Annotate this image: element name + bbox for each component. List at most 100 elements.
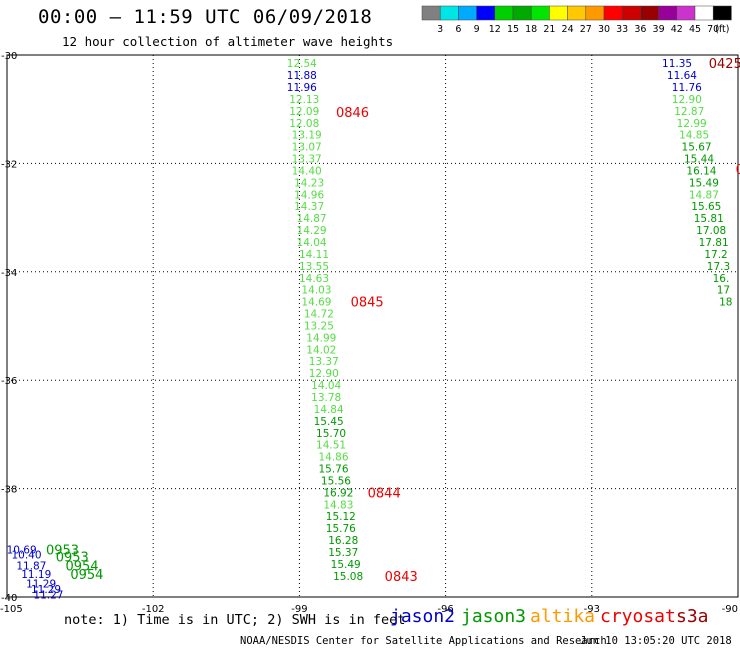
wave-height-value: 15.81: [694, 213, 724, 225]
wave-height-value: 14.99: [306, 332, 336, 344]
colorbar-swatch: [712, 5, 732, 21]
wave-height-value: 17.2: [704, 249, 727, 261]
colorbar-swatch: [658, 5, 678, 21]
lat-tick-label: -30: [1, 51, 17, 62]
wave-height-value: 17.3: [707, 261, 730, 273]
wave-height-value: 16.92: [323, 487, 353, 499]
colorbar-swatch: [603, 5, 623, 21]
lat-tick-label: -36: [1, 376, 17, 387]
colorbar-label: 42: [671, 24, 683, 35]
wave-height-value: 11.96: [287, 82, 317, 94]
wave-height-value: 15.65: [691, 201, 721, 213]
wave-height-values: 10.6910.4011.8711.1911.2911.2911.2712.54…: [7, 58, 733, 601]
wave-height-value: 15.45: [314, 416, 344, 428]
lon-tick-label: -90: [722, 604, 738, 615]
wave-height-value: 16.28: [328, 535, 358, 547]
pass-time-label: 0844: [368, 486, 401, 501]
lat-tick-label: -38: [1, 485, 17, 496]
wave-height-value: 11.29: [26, 578, 56, 590]
wave-height-value: 12.87: [674, 106, 704, 118]
colorbar-label: 21: [543, 24, 555, 35]
wave-height-value: 17.08: [696, 225, 726, 237]
colorbar-label: 45: [689, 24, 701, 35]
wave-height-value: 13.07: [292, 142, 322, 154]
colorbar-label: 18: [525, 24, 537, 35]
wave-height-value: 11.27: [33, 589, 63, 601]
wave-height-value: 14.40: [292, 165, 322, 177]
pass-time-label: 0425: [709, 57, 740, 72]
wave-height-value: 12.99: [677, 118, 707, 130]
wave-height-value: 15.37: [328, 547, 358, 559]
wave-height-value: 14.03: [301, 285, 331, 297]
colorbar-swatch: [676, 5, 696, 21]
wave-height-value: 12.54: [287, 58, 317, 70]
lat-tick-label: -32: [1, 159, 17, 170]
wave-height-value: 14.23: [294, 177, 324, 189]
wave-height-value: 10.40: [11, 550, 41, 562]
wave-height-value: 14.72: [304, 309, 334, 321]
colorbar-swatch: [567, 5, 587, 21]
lon-tick-label: -102: [142, 604, 165, 615]
colorbar-label: 3: [437, 24, 443, 35]
colorbar-swatch: [549, 5, 568, 21]
wave-height-value: 14.37: [294, 201, 324, 213]
wave-height-value: 14.29: [297, 225, 327, 237]
colorbar-swatch: [694, 5, 714, 21]
wave-height-value: 13.78: [311, 392, 341, 404]
wave-height-value: 10.69: [7, 544, 37, 556]
wave-height-value: 14.84: [314, 404, 344, 416]
lon-tick-label: -99: [291, 604, 307, 615]
footer-note: note: 1) Time is in UTC; 2) SWH is in fe…: [64, 612, 406, 628]
lat-tick-label: -40: [1, 593, 17, 604]
legend-s3a: s3a: [676, 606, 709, 627]
page-title: 00:00 – 11:59 UTC 06/09/2018: [38, 6, 373, 28]
wave-height-value: 13.37: [292, 154, 322, 166]
lat-tick-label: -34: [1, 268, 17, 279]
colorbar-label: 33: [616, 24, 628, 35]
colorbar-label: 27: [580, 24, 592, 35]
wave-height-value: 15.76: [326, 523, 356, 535]
colorbar-swatch: [585, 5, 605, 21]
wave-height-value: 14.87: [297, 213, 327, 225]
wave-height-value: 14.02: [306, 344, 336, 356]
wave-height-value: 15.70: [316, 428, 346, 440]
wave-height-value: 14.51: [316, 440, 346, 452]
legend-altika: altika: [530, 606, 596, 627]
wave-height-value: 14.04: [311, 380, 341, 392]
colorbar-swatch: [421, 5, 441, 21]
wave-height-value: 13.37: [309, 356, 339, 368]
colorbar-label: 39: [653, 24, 665, 35]
colorbar-swatch: [621, 5, 641, 21]
wave-height-value: 11.35: [662, 58, 692, 70]
wave-height-value: 12.08: [289, 118, 319, 130]
wave-height-value: 14.85: [679, 130, 709, 142]
colorbar-swatch: [494, 5, 514, 21]
pass-time-label: 0954: [65, 560, 98, 575]
wave-height-value: 14.86: [318, 452, 348, 464]
wave-height-value: 11.87: [16, 561, 46, 573]
wave-height-value: 13.25: [304, 320, 334, 332]
wave-height-value: 15.44: [684, 154, 714, 166]
wave-height-value: 13.19: [292, 130, 322, 142]
wave-height-value: 17.81: [699, 237, 729, 249]
colorbar-label: 9: [474, 24, 480, 35]
colorbar-label: 12: [489, 24, 501, 35]
wave-height-value: 18: [719, 297, 732, 309]
wave-height-value: 15.49: [331, 559, 361, 571]
wave-height-value: 14.11: [299, 249, 329, 261]
wave-height-value: 11.76: [672, 82, 702, 94]
wave-height-value: 14.69: [301, 297, 331, 309]
wave-height-value: 11.19: [21, 569, 51, 581]
pass-time-label: 0: [736, 163, 740, 178]
wave-height-value: 14.63: [299, 273, 329, 285]
lon-tick-label: -105: [0, 604, 23, 615]
wave-height-value: 14.87: [689, 189, 719, 201]
colorbar-label: 15: [507, 24, 519, 35]
colorbar-label: 6: [455, 24, 461, 35]
colorbar-label: (ft): [715, 24, 729, 35]
colorbar-swatch: [458, 5, 477, 21]
wave-height-value: 11.88: [287, 70, 317, 82]
wave-height-value: 15.08: [333, 571, 363, 583]
